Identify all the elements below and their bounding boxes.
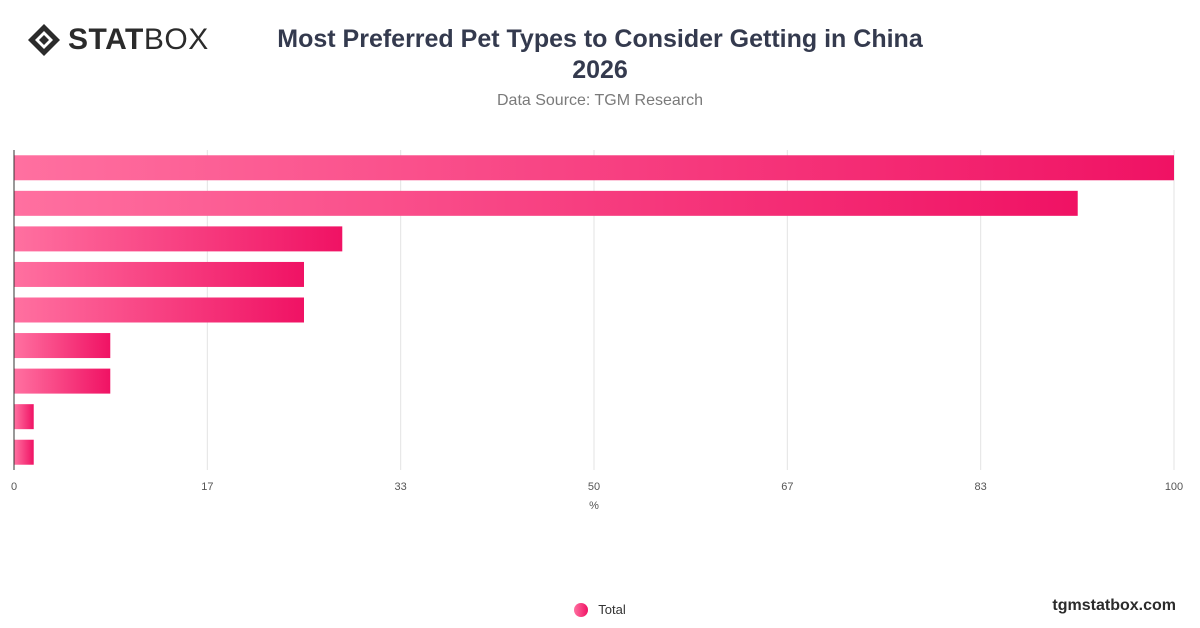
statbox-logo: STATBOX bbox=[26, 22, 209, 58]
chart-title-line2: 2026 bbox=[572, 56, 628, 84]
x-tick-label: 50 bbox=[588, 481, 600, 493]
x-tick-label: 67 bbox=[781, 481, 793, 493]
x-tick-label: 0 bbox=[11, 481, 17, 493]
legend-marker-total bbox=[574, 602, 589, 617]
bar-2[interactable] bbox=[14, 190, 1078, 216]
chart-title: Most Preferred Pet Types to Consider Get… bbox=[0, 24, 1200, 86]
bar-9[interactable] bbox=[14, 439, 34, 465]
chart-subtitle: Data Source: TGM Research bbox=[496, 92, 703, 109]
logo-text-light: BOX bbox=[143, 23, 209, 56]
legend-label-total: Total bbox=[598, 602, 626, 617]
footer-site-url[interactable]: tgmstatbox.com bbox=[1052, 597, 1176, 614]
x-tick-label: 83 bbox=[975, 481, 987, 493]
x-tick-label: 17 bbox=[201, 481, 213, 493]
bar-6[interactable] bbox=[14, 333, 111, 359]
logo-text-bold: STAT bbox=[68, 23, 144, 56]
diamond-logo-icon bbox=[28, 24, 60, 56]
bar-5[interactable] bbox=[14, 297, 305, 323]
bar-7[interactable] bbox=[14, 368, 111, 394]
x-tick-label: 100 bbox=[1165, 481, 1183, 493]
legend[interactable]: Total bbox=[0, 602, 1200, 617]
bar-1[interactable] bbox=[14, 155, 1175, 181]
x-axis-label: % bbox=[589, 500, 599, 512]
chart-title-line1: Most Preferred Pet Types to Consider Get… bbox=[277, 25, 923, 53]
bar-4[interactable] bbox=[14, 261, 305, 287]
bar-8[interactable] bbox=[14, 404, 34, 430]
bar-3[interactable] bbox=[14, 226, 343, 252]
x-tick-label: 33 bbox=[395, 481, 407, 493]
